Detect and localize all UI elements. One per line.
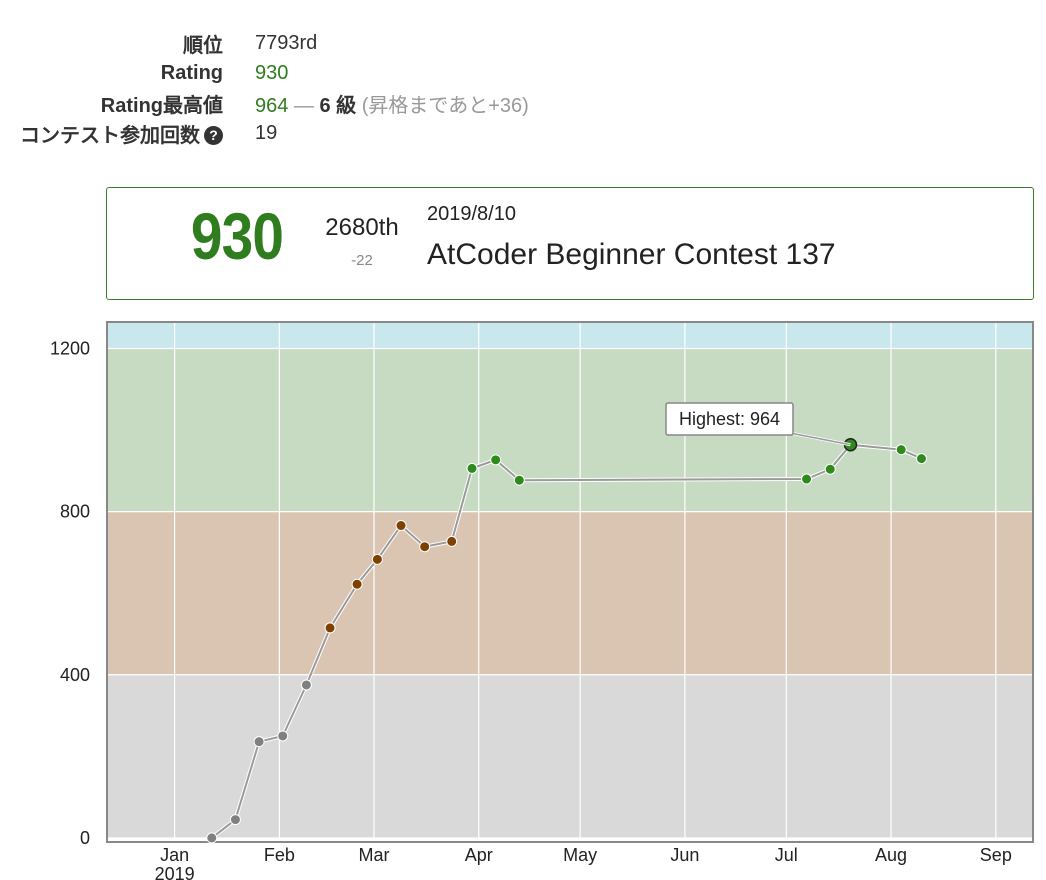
data-point[interactable] [513,474,525,486]
highest-pointer [789,432,851,446]
count-label: コンテスト参加回数 [20,124,200,147]
data-point[interactable] [371,553,383,565]
highest-kyu: 6 級 [319,94,357,117]
y-tick-label: 1200 [50,339,90,359]
count-row: コンテスト参加回数? 19 [0,118,600,148]
x-tick-year-label: 2019 [155,864,195,880]
highest-label-box [665,402,794,436]
data-point[interactable] [824,463,836,475]
x-tick-label: Feb [264,845,295,865]
card-rating: 930 [190,199,284,273]
y-tick-label: 400 [60,665,90,685]
rating-band-3 [107,322,1033,349]
x-tick-label: Jun [670,845,699,865]
highest-separator: — [288,94,320,117]
highest-value: 964 [255,94,289,117]
highest-label: Rating最高値 [100,94,223,117]
data-point[interactable] [351,578,363,590]
rating-band-2 [107,348,1033,512]
y-tick-label: 0 [80,828,90,848]
data-point[interactable] [300,679,312,691]
x-tick-label: Mar [358,845,389,865]
rating-band-0 [107,674,1033,838]
data-point[interactable] [446,535,458,547]
x-tick-label: Jan [160,845,189,865]
x-tick-label: Apr [465,845,493,865]
user-stats: 順位 7793rd Rating 930 Rating最高値 964 — 6 級… [0,28,600,148]
rank-row: 順位 7793rd [0,28,600,58]
count-label-group: コンテスト参加回数? [0,119,255,148]
card-date: 2019/8/10 [427,203,516,225]
count-value: 19 [255,121,278,144]
y-tick-label: 800 [60,502,90,522]
rating-row: Rating 930 [0,58,600,88]
data-point[interactable] [229,814,241,826]
highest-label: Highest: 964 [679,409,780,429]
x-tick-label: Aug [875,845,907,865]
data-point[interactable] [277,730,289,742]
contest-detail-card: 930 2680th -22 2019/8/10 AtCoder Beginne… [106,187,1034,300]
card-diff: -22 [351,252,373,269]
highest-row: Rating最高値 964 — 6 級 (昇格まであと+36) [0,88,600,118]
data-point[interactable] [895,444,907,456]
data-point[interactable] [206,832,218,844]
question-circle-icon[interactable]: ? [204,125,223,145]
data-point[interactable] [324,622,336,634]
rating-label: Rating [160,61,223,84]
rank-value: 7793rd [255,31,318,54]
x-tick-label: Jul [775,845,798,865]
data-point[interactable] [419,541,431,553]
x-tick-label: Sep [980,845,1012,865]
chart-frame [106,321,1034,843]
data-point[interactable] [801,473,813,485]
rating-value: 930 [255,61,289,84]
data-point[interactable] [466,462,478,474]
rank-label: 順位 [183,34,223,57]
data-point[interactable] [395,520,407,532]
rating-band-1 [107,511,1033,675]
data-point[interactable] [915,453,927,465]
card-place: 2680th [325,214,399,241]
highest-value-group: 964 — 6 級 (昇格まであと+36) [255,89,529,118]
x-tick-label: May [563,845,597,865]
data-point[interactable] [253,736,265,748]
data-point[interactable] [490,454,502,466]
card-contest-name[interactable]: AtCoder Beginner Contest 137 [427,238,836,271]
highest-note: (昇格まであと+36) [361,94,529,117]
